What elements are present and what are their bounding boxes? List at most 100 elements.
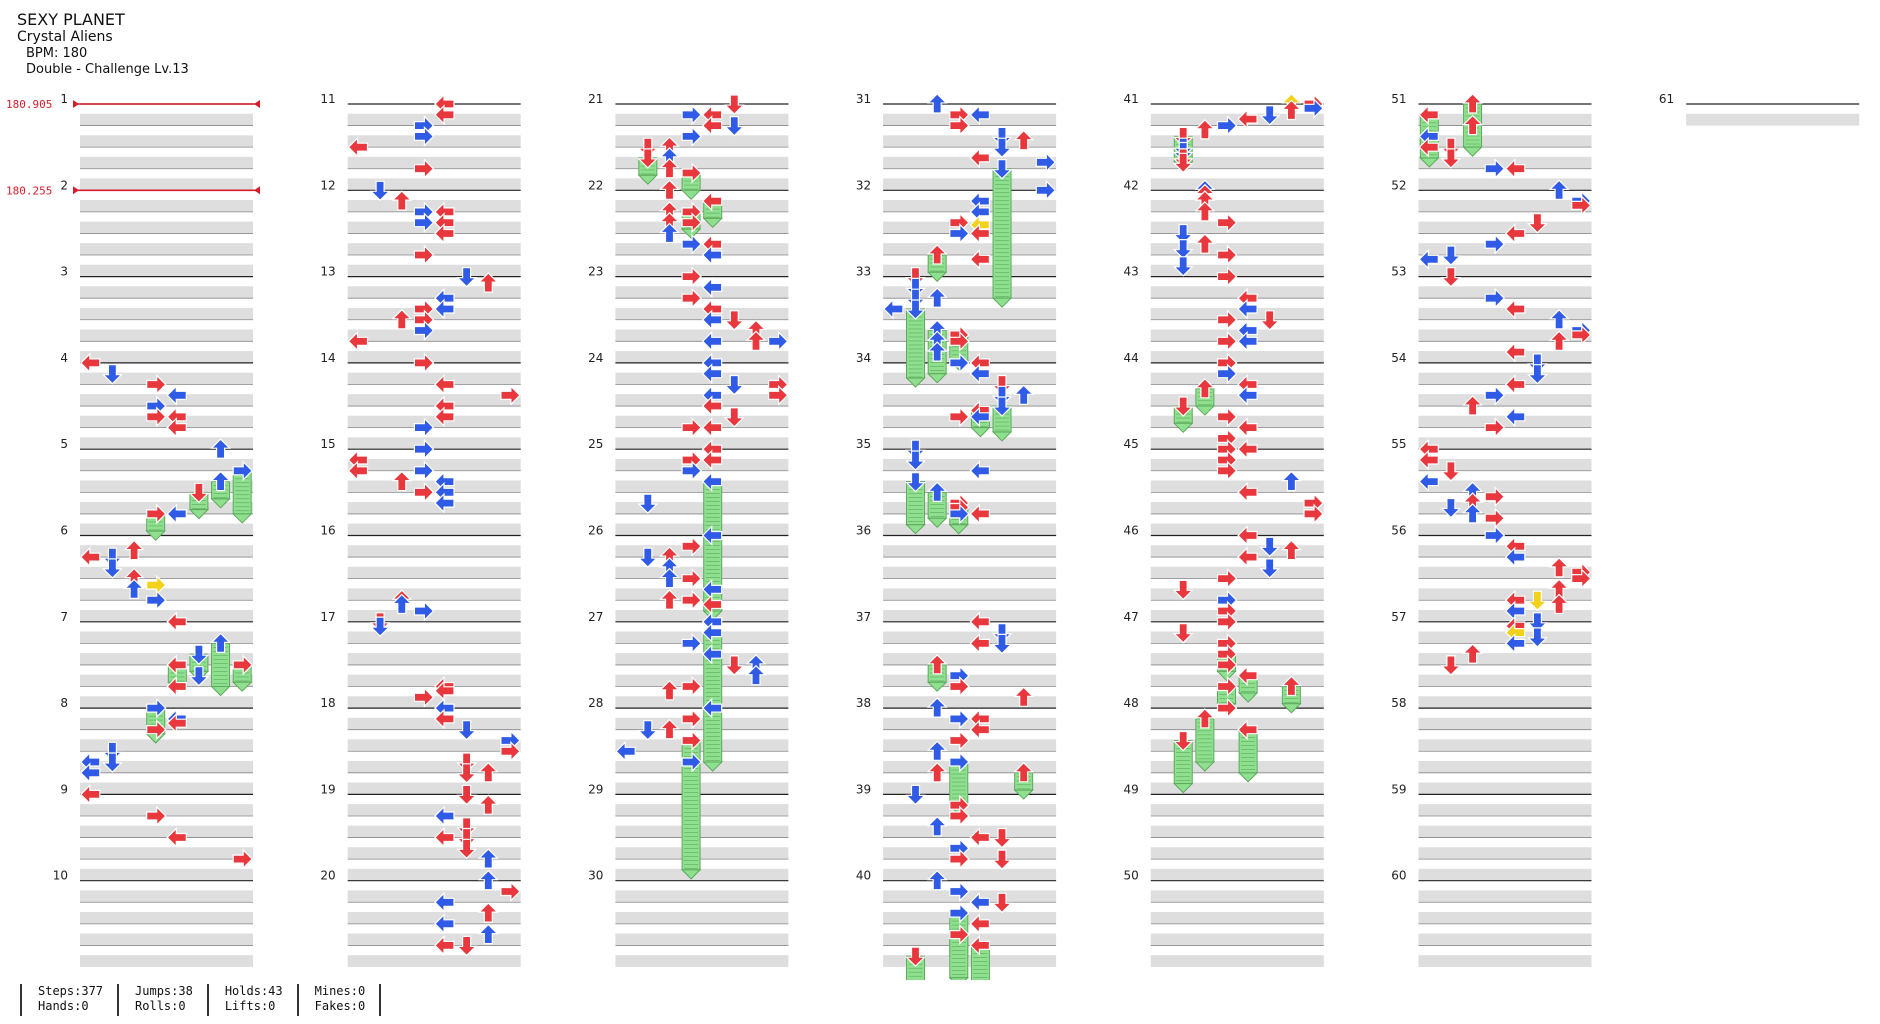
arrow-right-icon bbox=[681, 589, 702, 611]
beat-band bbox=[883, 329, 1057, 342]
measure-number: 51 bbox=[1391, 92, 1406, 106]
beat-band bbox=[615, 696, 789, 709]
measure-number: 44 bbox=[1124, 351, 1139, 365]
arrow-up-icon bbox=[926, 761, 948, 783]
beat-band bbox=[883, 458, 1057, 471]
measure-number: 5 bbox=[60, 437, 68, 451]
hold-tail bbox=[948, 977, 969, 980]
arrow-down-icon bbox=[905, 450, 926, 471]
hold-body bbox=[992, 168, 1012, 299]
measure-number: 38 bbox=[856, 696, 871, 710]
arrow-right-icon bbox=[413, 600, 435, 622]
beat-band bbox=[615, 609, 789, 622]
hold-tail bbox=[637, 174, 659, 185]
arrow-up-icon bbox=[926, 869, 948, 891]
arrow-up-icon bbox=[123, 539, 145, 561]
beat-band bbox=[1150, 825, 1324, 838]
beat-band bbox=[883, 911, 1057, 924]
arrow-right-icon bbox=[500, 881, 521, 902]
arrow-right-icon bbox=[949, 751, 970, 773]
beat-band bbox=[883, 502, 1057, 514]
arrow-up-icon bbox=[477, 272, 499, 293]
arrow-right-icon bbox=[1571, 324, 1592, 346]
hold-body bbox=[970, 944, 990, 980]
arrow-left-icon bbox=[969, 719, 991, 741]
arrow-up-icon bbox=[210, 438, 232, 459]
arrow-down-icon bbox=[1172, 730, 1194, 752]
arrow-left-icon bbox=[969, 363, 991, 385]
beat-band bbox=[1150, 804, 1324, 816]
beat-band bbox=[1418, 264, 1592, 277]
arrow-right-icon bbox=[1571, 194, 1592, 216]
arrow-left-icon bbox=[883, 298, 904, 320]
beat-band bbox=[1418, 113, 1592, 126]
beat-band bbox=[1150, 243, 1324, 256]
beat-band bbox=[347, 286, 521, 299]
arrow-up-icon bbox=[1548, 330, 1570, 351]
arrow-left-icon bbox=[434, 374, 455, 395]
stat-steps: Steps:377 bbox=[38, 984, 104, 998]
beat-band bbox=[1150, 588, 1324, 601]
arrow-down-icon bbox=[905, 946, 926, 968]
arrow-down-icon bbox=[188, 666, 210, 687]
beat-band bbox=[1418, 415, 1592, 428]
beat-band bbox=[883, 696, 1057, 709]
arrow-left-icon bbox=[1237, 546, 1258, 568]
arrow-left-icon bbox=[701, 697, 723, 719]
arrow-left-icon bbox=[969, 934, 991, 956]
arrow-left-icon bbox=[1237, 481, 1258, 503]
measure-number: 7 bbox=[60, 610, 68, 624]
beat-band bbox=[1418, 933, 1592, 946]
beat-band bbox=[1686, 113, 1860, 126]
beat-band bbox=[615, 933, 789, 946]
arrow-down-icon bbox=[991, 849, 1013, 870]
beat-band bbox=[347, 135, 521, 148]
beat-band bbox=[1150, 458, 1324, 471]
beat-band bbox=[1150, 437, 1324, 450]
stat-rolls: Rolls:0 bbox=[135, 999, 186, 1013]
arrow-up-icon bbox=[1194, 708, 1216, 729]
beat-band bbox=[1150, 480, 1324, 493]
beat-band bbox=[883, 933, 1057, 946]
arrow-left-icon bbox=[347, 136, 369, 158]
beat-band bbox=[80, 674, 253, 687]
arrow-left-icon bbox=[969, 223, 991, 244]
beat-band bbox=[80, 458, 253, 471]
arrow-left-icon bbox=[701, 622, 723, 644]
beat-band bbox=[1150, 502, 1324, 514]
arrow-up-icon bbox=[1013, 384, 1035, 405]
arrow-up-icon bbox=[1013, 686, 1035, 707]
beat-band bbox=[80, 782, 253, 795]
arrow-left-icon bbox=[166, 654, 187, 676]
measure-number: 37 bbox=[856, 610, 871, 624]
hold-tail bbox=[948, 524, 969, 535]
arrow-down-icon bbox=[1440, 461, 1462, 482]
hold-tail bbox=[1173, 422, 1194, 434]
bpm-change-label: 180.255 bbox=[6, 184, 52, 197]
arrow-down-icon bbox=[1172, 223, 1194, 245]
beat-band bbox=[347, 351, 521, 363]
beat-band bbox=[347, 394, 521, 407]
measure-number: 20 bbox=[320, 869, 335, 883]
measure-number: 3 bbox=[60, 265, 68, 279]
arrow-up-icon bbox=[659, 157, 680, 179]
arrow-right-icon bbox=[1035, 151, 1057, 173]
arrow-right-icon bbox=[1216, 309, 1238, 331]
arrow-right-icon bbox=[1484, 158, 1506, 180]
arrow-up-icon bbox=[1194, 377, 1216, 399]
beat-band bbox=[1150, 890, 1324, 903]
arrow-up-icon bbox=[1462, 643, 1484, 664]
beat-band bbox=[883, 415, 1057, 428]
arrow-left-icon bbox=[969, 827, 991, 848]
hold-tail bbox=[926, 517, 948, 528]
hold-body bbox=[1238, 729, 1258, 774]
measure-number: 46 bbox=[1124, 524, 1139, 538]
arrow-left-icon bbox=[1418, 471, 1439, 493]
beat-band bbox=[883, 955, 1057, 967]
arrow-right-icon bbox=[1216, 654, 1238, 676]
arrow-left-icon bbox=[701, 276, 723, 298]
beat-band bbox=[80, 760, 253, 773]
arrow-down-icon bbox=[991, 827, 1013, 849]
stats-column-steps: Steps:377 Hands:0 bbox=[20, 984, 117, 1016]
measure-number: 28 bbox=[588, 696, 603, 710]
